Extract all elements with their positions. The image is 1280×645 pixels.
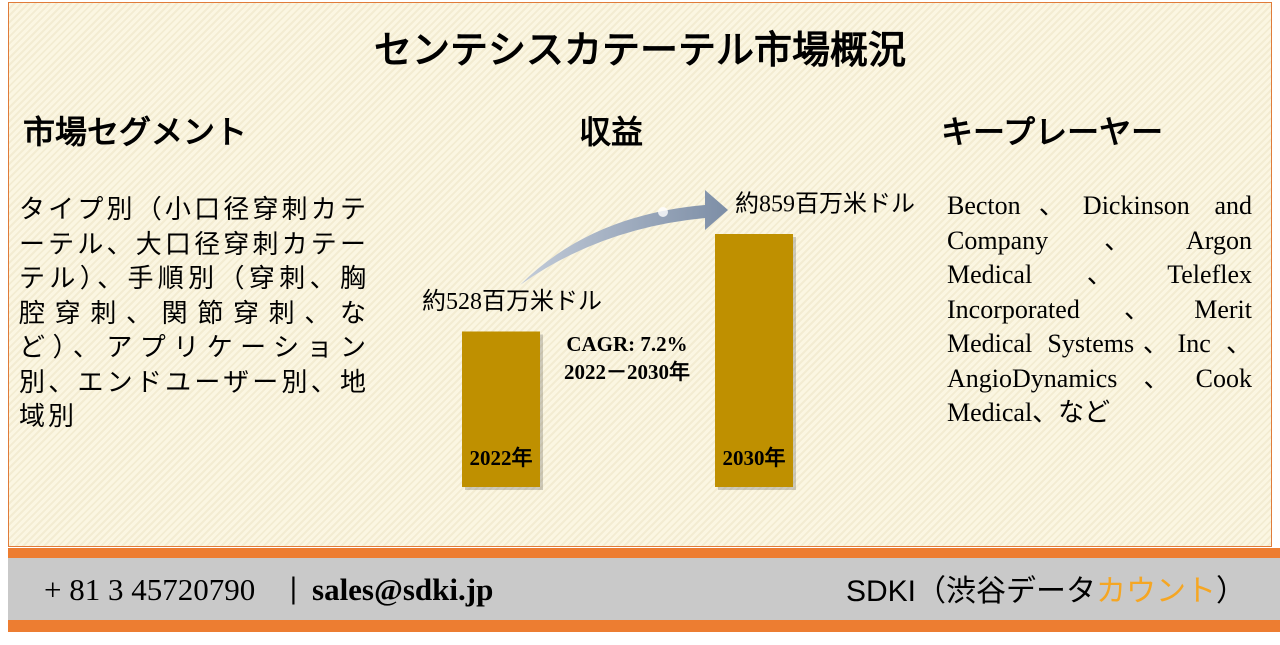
cagr-annotation: 2022－2030年 bbox=[564, 360, 690, 384]
footer-band bbox=[8, 620, 1280, 632]
brand-highlight: カウント bbox=[1096, 575, 1216, 608]
brand-end: ） bbox=[1216, 575, 1246, 608]
category-label: 2022年 bbox=[470, 446, 533, 470]
footer-phone: + 81 3 45720790 bbox=[44, 572, 256, 607]
bar bbox=[715, 234, 793, 487]
revenue-heading: 収益 bbox=[579, 114, 644, 150]
players-heading: キープレーヤー bbox=[941, 114, 1164, 150]
revenue-chart: 約528百万米ドル 2022年 約859百万米ドル 2030年 CAGR: 7.2% 20… bbox=[422, 190, 915, 490]
value-label: 約859百万米ドル bbox=[735, 191, 915, 218]
players-text: Becton、Dickinson and Company、Argon Medic… bbox=[947, 191, 1252, 427]
footer: + 81 3 45720790 | sales@sdki.jp SDKI（渋谷デ… bbox=[8, 558, 1280, 620]
footer-band bbox=[8, 548, 1280, 558]
cagr-annotation: CAGR: 7.2% bbox=[566, 332, 687, 356]
brand-text: SDKI（渋谷データ bbox=[845, 575, 1096, 608]
segments-text: タイプ別（小口径穿刺カテーテル、大口径穿刺カテーテル）、手順別（穿刺、胸腔穿刺、… bbox=[19, 195, 369, 431]
segments-heading: 市場セグメント bbox=[23, 114, 248, 150]
title: センテシスカテーテル市場概況 bbox=[373, 30, 906, 72]
growth-arrow bbox=[520, 190, 728, 285]
bar bbox=[462, 331, 540, 487]
panel: センテシスカテーテル市場概況 市場セグメント 収益 キープレーヤー タイプ別（小… bbox=[8, 2, 1272, 547]
value-label: 約528百万米ドル bbox=[422, 288, 602, 315]
arrow-dot bbox=[658, 207, 668, 217]
footer-email: sales@sdki.jp bbox=[312, 572, 494, 607]
footer-separator: | bbox=[290, 570, 297, 605]
footer-brand: SDKI（渋谷データカウント） bbox=[846, 566, 1246, 610]
category-label: 2030年 bbox=[723, 446, 786, 470]
